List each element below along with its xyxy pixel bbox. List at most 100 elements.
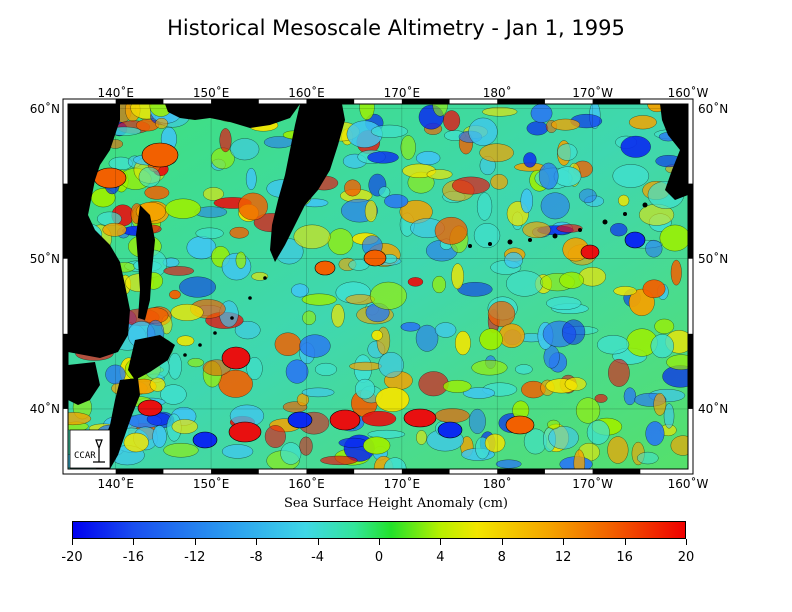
anomaly-patch [165, 198, 202, 219]
anomaly-core [505, 415, 535, 435]
anomaly-patch [400, 322, 421, 332]
frame-check [63, 333, 68, 409]
anomaly-patch [349, 361, 382, 371]
lat-left-item: 50˚N [29, 251, 60, 266]
colorbar-tick-mark [563, 539, 565, 545]
lon-bottom-item: 150˚E [192, 477, 230, 491]
anomaly-patch [442, 379, 472, 393]
anomaly-patch [451, 176, 490, 195]
anomaly-patch [170, 303, 204, 321]
anomaly-patch [152, 425, 167, 448]
anomaly-core [580, 244, 600, 260]
anomaly-core [403, 408, 437, 428]
anomaly-patch [378, 352, 404, 378]
anomaly-patch [479, 328, 503, 351]
anomaly-patch [659, 224, 688, 252]
anomaly-patch [291, 283, 309, 298]
graticule [68, 104, 688, 469]
anomaly-patch [138, 166, 161, 188]
anomaly-patch [473, 223, 501, 249]
anomaly-patch [666, 354, 688, 370]
anomaly-patch [650, 333, 675, 359]
anomaly-patch [550, 118, 581, 131]
anomaly-patch [123, 432, 149, 453]
anomaly-patch [670, 259, 682, 286]
anomaly-patch [451, 263, 464, 290]
anomaly-patch [361, 410, 397, 427]
lon-top-item: 160˚W [667, 86, 709, 100]
anomaly-patch [434, 216, 468, 245]
anomaly-patch [618, 194, 630, 207]
anomaly-patch [540, 192, 570, 220]
colorbar-tick-mark [72, 539, 73, 545]
anomaly-patch [160, 384, 187, 405]
anomaly-patch [586, 419, 610, 445]
anomaly-patch [628, 115, 657, 130]
anomaly-patch [608, 358, 630, 387]
anomaly-patch [504, 252, 523, 269]
anomaly-patch [229, 226, 249, 239]
lon-top-item: 140˚E [97, 86, 134, 100]
anomaly-patch [370, 124, 408, 138]
anomaly-patch [642, 279, 666, 299]
anomaly-patch [102, 222, 127, 237]
frame-check [592, 99, 641, 104]
anomaly-core [329, 409, 361, 431]
colorbar-tick-label: 20 [677, 550, 695, 565]
anomaly-patch [171, 419, 198, 434]
anomaly-patch [176, 335, 195, 347]
korea [68, 362, 100, 405]
anomaly-patch [434, 322, 457, 338]
anomaly-patch [471, 359, 508, 376]
anomaly-patch [548, 426, 579, 450]
anomaly-patch [331, 303, 345, 328]
anomaly-core [141, 142, 179, 168]
anomaly-patch [498, 323, 525, 348]
anomaly-patch [234, 320, 261, 340]
frame-check [63, 183, 68, 259]
colorbar-tick-mark [624, 539, 626, 545]
frame-check [115, 99, 164, 104]
asia-mainland [68, 104, 130, 358]
colorbar-tick-label: 12 [554, 550, 572, 565]
alaska [660, 104, 688, 200]
anomaly-patch [443, 110, 461, 131]
anomaly-patch [613, 286, 637, 296]
anomaly-patch [547, 419, 561, 430]
anomaly-patch [415, 324, 439, 352]
anomaly-patch [476, 192, 493, 221]
frame-check [306, 469, 355, 474]
colorbar-tick-mark [133, 539, 135, 545]
colorbar-tick-label: 4 [436, 550, 445, 565]
anomaly-patch [264, 425, 286, 448]
anomaly-patch [653, 392, 667, 416]
anomaly-patch [327, 228, 354, 255]
anomaly-patch [645, 421, 665, 446]
anomaly-patch [468, 408, 486, 434]
anomaly-patch [301, 387, 335, 398]
anomaly-patch [546, 296, 582, 310]
colorbar-label: Sea Surface Height Anomaly (cm) [284, 496, 508, 511]
anomaly-core [93, 167, 127, 189]
anomaly-patch [457, 281, 493, 297]
lon-bottom-item: 180˚ [482, 477, 512, 491]
anomaly-patch [670, 435, 688, 456]
anomaly-patch [520, 188, 534, 214]
anomaly-patch [285, 359, 309, 384]
lon-bottom-item: 170˚E [383, 477, 421, 491]
colorbar-tick-mark [194, 539, 196, 545]
frame-check [401, 469, 450, 474]
anomaly-patch [169, 289, 181, 300]
anomaly-patch [369, 281, 407, 310]
anomaly-patch [280, 442, 302, 465]
anomaly-patch [371, 329, 383, 341]
anomaly-patch [301, 293, 337, 306]
lat-right-item: 50˚N [698, 251, 729, 266]
anomaly-patch [415, 151, 441, 166]
lon-bottom-item: 170˚W [572, 477, 613, 491]
anomaly-patch [426, 169, 453, 180]
hokkaido [128, 335, 175, 380]
anomaly-patch [487, 300, 516, 327]
anomaly-patch [195, 227, 224, 240]
okhotsk-coast [165, 104, 300, 128]
